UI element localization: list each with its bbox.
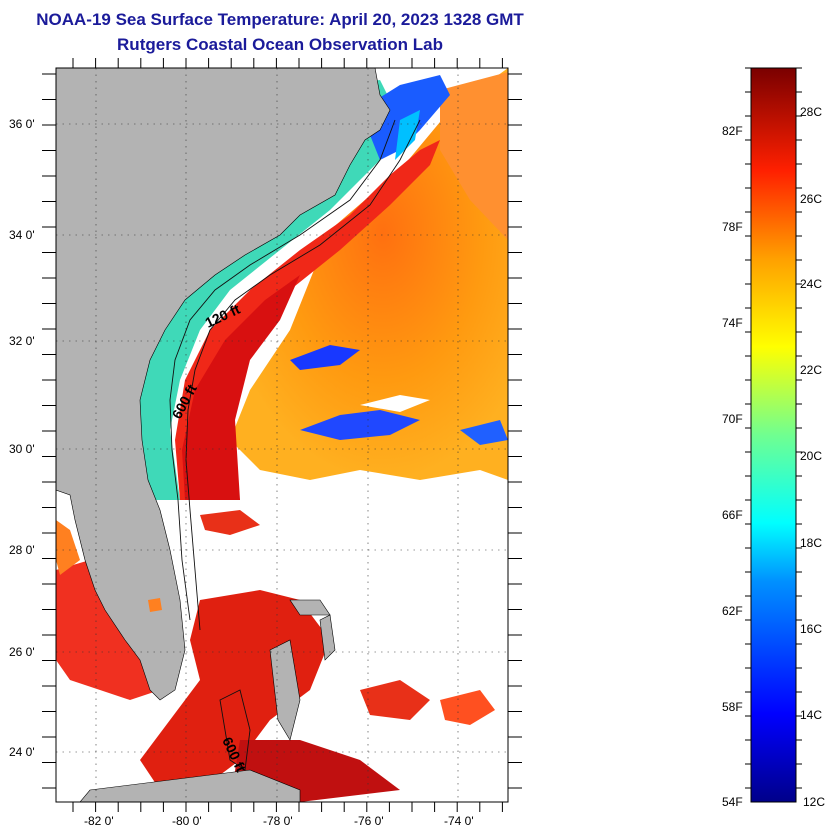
axis-ticks — [42, 58, 522, 812]
colorbar-fahrenheit-labels: 82F 78F 74F 70F 66F 62F 58F 54F — [722, 124, 743, 809]
lon-label: -78 0' — [263, 814, 293, 828]
cold-filament-3 — [460, 420, 508, 445]
celsius-label: 18C — [800, 536, 822, 550]
lat-label: 28 0' — [9, 543, 35, 557]
cuba — [79, 769, 301, 802]
abaco — [319, 614, 336, 661]
fahrenheit-label: 70F — [722, 412, 743, 426]
fahrenheit-label: 58F — [722, 700, 743, 714]
lon-label: -82 0' — [84, 814, 114, 828]
fahrenheit-label: 66F — [722, 508, 743, 522]
contour-600ft-bahamas — [219, 689, 251, 771]
contour-600ft — [185, 119, 421, 631]
contour-120ft — [169, 119, 396, 621]
cold-filament-1 — [290, 345, 360, 370]
colorbar-celsius-labels: 28C 26C 24C 22C 20C 18C 16C 14C 12C — [800, 105, 825, 809]
cold-filament-2 — [300, 410, 420, 440]
lat-label: 34 0' — [9, 228, 35, 242]
lat-label: 32 0' — [9, 334, 35, 348]
title-line-1: NOAA-19 Sea Surface Temperature: April 2… — [36, 10, 524, 29]
lat-label: 36 0' — [9, 117, 35, 131]
andros-island — [269, 639, 301, 741]
lat-label: 24 0' — [9, 745, 35, 759]
us-mainland — [56, 68, 391, 701]
offshore-warm-water — [230, 68, 508, 480]
gulf-of-mexico-warm — [56, 560, 160, 700]
warm-patch-small-3 — [440, 690, 495, 725]
celsius-label: 26C — [800, 192, 822, 206]
latitude-labels: 36 0' 34 0' 32 0' 30 0' 28 0' 26 0' 24 0… — [9, 117, 35, 759]
longitude-labels: -82 0' -80 0' -78 0' -76 0' -74 0' — [84, 814, 474, 828]
fahrenheit-label: 74F — [722, 316, 743, 330]
cloud-streak-1 — [360, 395, 430, 412]
fahrenheit-label: 82F — [722, 124, 743, 138]
lat-label: 26 0' — [9, 645, 35, 659]
cold-water-nc-inner — [395, 110, 420, 160]
gulf-stream-inner — [182, 275, 300, 500]
celsius-label: 12C — [803, 795, 825, 809]
celsius-label: 24C — [800, 277, 822, 291]
lon-label: -76 0' — [354, 814, 384, 828]
south-warm-patch — [140, 590, 330, 790]
lon-label: -80 0' — [172, 814, 202, 828]
title-line-2: Rutgers Coastal Ocean Observation Lab — [117, 35, 443, 54]
lat-label: 30 0' — [9, 442, 35, 456]
lon-label: -74 0' — [444, 814, 474, 828]
map-frame — [55, 67, 509, 803]
fahrenheit-label: 78F — [722, 220, 743, 234]
colorbar-ticks — [745, 67, 802, 789]
temperature-colorbar — [750, 67, 797, 803]
celsius-label: 16C — [800, 622, 822, 636]
lake-okeechobee — [148, 598, 162, 612]
northeast-warm-eddy — [440, 72, 508, 240]
map-area: 120 ft 600 ft 600 ft — [56, 68, 508, 802]
celsius-label: 28C — [800, 105, 822, 119]
fahrenheit-label: 54F — [722, 795, 743, 809]
warm-patch-small-2 — [360, 680, 430, 720]
fahrenheit-label: 62F — [722, 604, 743, 618]
gulf-of-mexico-orange — [56, 520, 80, 575]
celsius-label: 22C — [800, 363, 822, 377]
graticule — [56, 68, 508, 802]
warm-patch-small-1 — [200, 510, 260, 535]
celsius-label: 14C — [800, 708, 822, 722]
celsius-label: 20C — [800, 449, 822, 463]
